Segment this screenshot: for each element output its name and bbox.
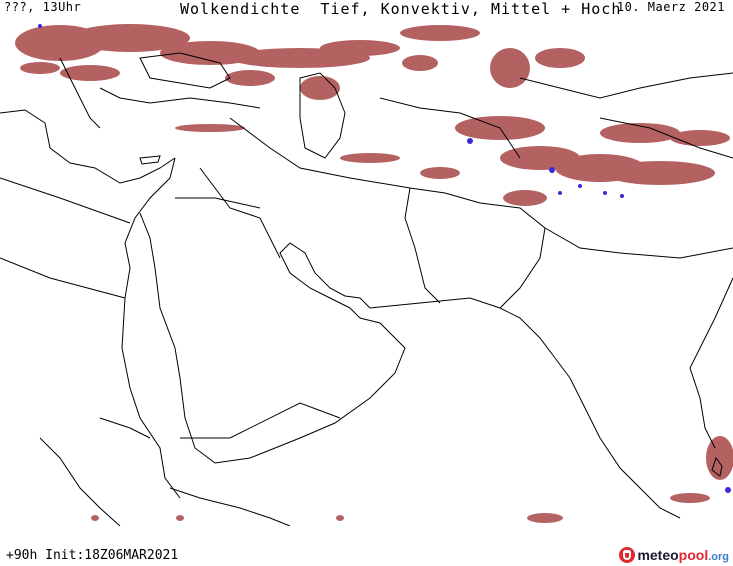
map-title: Wolkendichte Tief, Konvektiv, Mittel + H…	[180, 0, 622, 18]
forecast-label: ???, 13Uhr	[4, 0, 82, 14]
meteopool-logo[interactable]: meteopool.org	[619, 545, 729, 565]
brand-text-meteo: meteo	[637, 547, 679, 563]
coastlines-and-borders	[0, 52, 733, 526]
convective-cloud-layer	[38, 24, 731, 493]
cloud-cover-layer	[15, 24, 733, 523]
forecast-date: 10. Maerz 2021	[616, 0, 725, 14]
brand-text: meteopool.org	[637, 547, 729, 563]
brand-text-tld: .org	[708, 551, 729, 563]
meteopool-logo-icon	[619, 547, 636, 563]
weather-map	[0, 24, 733, 526]
brand-text-pool: pool	[678, 547, 709, 563]
run-info: +90h Init:18Z06MAR2021	[6, 548, 179, 563]
